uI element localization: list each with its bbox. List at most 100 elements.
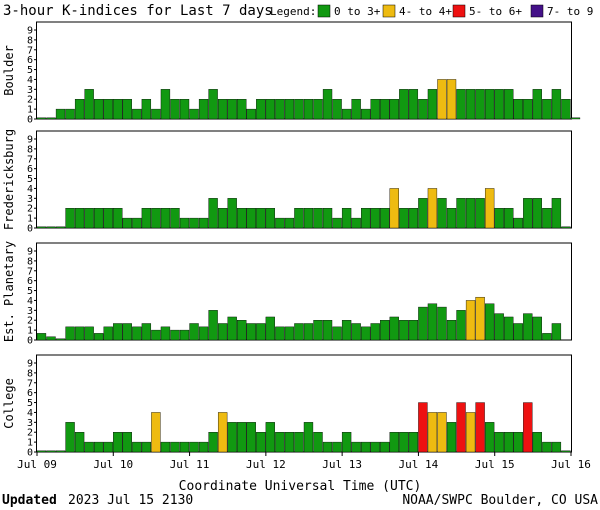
k-index-bar bbox=[36, 333, 47, 341]
k-index-bar bbox=[361, 326, 371, 341]
k-index-bar bbox=[94, 208, 104, 229]
k-index-bar bbox=[341, 208, 352, 229]
k-index-bar bbox=[332, 441, 342, 453]
k-index-bar bbox=[46, 117, 56, 120]
legend-entry: 0 to 3+ bbox=[317, 4, 381, 18]
k-index-bar bbox=[303, 323, 314, 341]
k-index-bar bbox=[513, 323, 523, 341]
k-index-bar bbox=[456, 310, 466, 341]
k-index-bar bbox=[456, 198, 466, 229]
k-index-bar bbox=[198, 326, 209, 341]
k-index-bar bbox=[170, 208, 180, 229]
legend-entry-label: 7- to 9 bbox=[547, 5, 593, 18]
k-index-bar bbox=[380, 441, 390, 453]
k-index-bar bbox=[494, 89, 504, 120]
k-index-bar bbox=[113, 99, 123, 120]
k-index-bar bbox=[465, 300, 476, 341]
k-index-bar bbox=[370, 208, 380, 229]
k-index-bar bbox=[351, 441, 361, 453]
credit-text: NOAA/SWPC Boulder, CO USA bbox=[402, 493, 598, 508]
legend-entry-label: 5- to 6+ bbox=[469, 5, 522, 18]
legend-entry: 7- to 9 bbox=[530, 4, 593, 18]
k-index-bar bbox=[513, 217, 523, 229]
k-index-bar bbox=[179, 217, 190, 229]
y-tick-label: 7 bbox=[27, 266, 33, 277]
y-tick-label: 9 bbox=[27, 26, 33, 37]
x-tick-label: Jul 12 bbox=[246, 458, 286, 471]
k-index-bar bbox=[160, 208, 171, 229]
x-tick-label: Jul 09 bbox=[17, 458, 57, 471]
k-index-bar bbox=[113, 323, 123, 341]
k-index-bar bbox=[46, 336, 56, 341]
k-index-bar bbox=[170, 329, 180, 341]
k-index-bar bbox=[84, 326, 94, 341]
k-index-bar bbox=[351, 217, 361, 229]
y-tick-label: 6 bbox=[27, 164, 33, 175]
k-index-bar bbox=[294, 208, 304, 229]
x-tick-label: Jul 14 bbox=[399, 458, 439, 471]
x-tick-label: Jul 13 bbox=[322, 458, 362, 471]
k-index-bar bbox=[380, 99, 390, 120]
k-index-bar bbox=[408, 432, 419, 453]
k-index-bar bbox=[513, 99, 523, 120]
k-index-bar bbox=[418, 99, 428, 120]
k-index-bar bbox=[418, 198, 428, 229]
k-index-bar bbox=[303, 99, 314, 120]
k-index-bar bbox=[542, 333, 552, 341]
k-index-bar bbox=[65, 108, 75, 120]
k-index-bar bbox=[265, 208, 275, 229]
k-index-bar bbox=[437, 306, 447, 341]
k-index-bar bbox=[246, 108, 256, 120]
k-index-bar bbox=[532, 198, 542, 229]
k-index-bar bbox=[322, 89, 333, 120]
k-index-bar bbox=[380, 320, 390, 341]
k-index-bar bbox=[351, 323, 361, 341]
k-index-bar bbox=[465, 89, 476, 120]
k-index-bar bbox=[227, 316, 237, 341]
k-index-bar bbox=[389, 316, 399, 341]
k-index-bar bbox=[523, 402, 533, 453]
k-index-bar bbox=[132, 326, 142, 341]
k-index-bar bbox=[380, 208, 390, 229]
y-tick-label: 2 bbox=[27, 428, 33, 439]
k-index-bar bbox=[151, 108, 161, 120]
station-label: Est. Planetary bbox=[2, 241, 16, 342]
k-index-bar bbox=[322, 320, 333, 341]
k-index-bar bbox=[237, 208, 247, 229]
k-index-bar bbox=[294, 99, 304, 120]
k-index-bar bbox=[55, 108, 66, 120]
k-index-bar bbox=[532, 432, 542, 453]
k-index-bar bbox=[542, 441, 552, 453]
k-index-bar bbox=[494, 432, 504, 453]
k-index-bar bbox=[532, 316, 542, 341]
k-index-bar bbox=[217, 99, 228, 120]
k-index-bar bbox=[74, 208, 85, 229]
k-index-bar bbox=[313, 208, 323, 229]
y-tick-label: 1 bbox=[27, 105, 33, 116]
y-tick-label: 3 bbox=[27, 85, 33, 96]
y-tick-label: 7 bbox=[27, 154, 33, 165]
k-index-bar bbox=[160, 326, 171, 341]
k-index-bar bbox=[46, 450, 56, 453]
k-index-bar bbox=[141, 99, 152, 120]
k-index-bar bbox=[198, 441, 209, 453]
k-index-bar bbox=[275, 326, 285, 341]
updated-value: 2023 Jul 15 2130 bbox=[68, 493, 193, 508]
k-index-bar bbox=[561, 226, 571, 229]
k-index-bar bbox=[179, 329, 190, 341]
k-index-bar bbox=[208, 89, 218, 120]
k-index-bar bbox=[284, 217, 295, 229]
k-index-bar bbox=[141, 441, 152, 453]
legend-entry-label: 4- to 4+ bbox=[399, 5, 452, 18]
k-index-bar bbox=[551, 441, 562, 453]
k-index-bar bbox=[456, 89, 466, 120]
y-tick-label: 9 bbox=[27, 135, 33, 146]
k-index-bar bbox=[103, 208, 113, 229]
k-index-bar bbox=[484, 422, 495, 453]
k-index-bar bbox=[484, 188, 495, 229]
k-index-bar bbox=[227, 99, 237, 120]
k-index-bar bbox=[313, 320, 323, 341]
